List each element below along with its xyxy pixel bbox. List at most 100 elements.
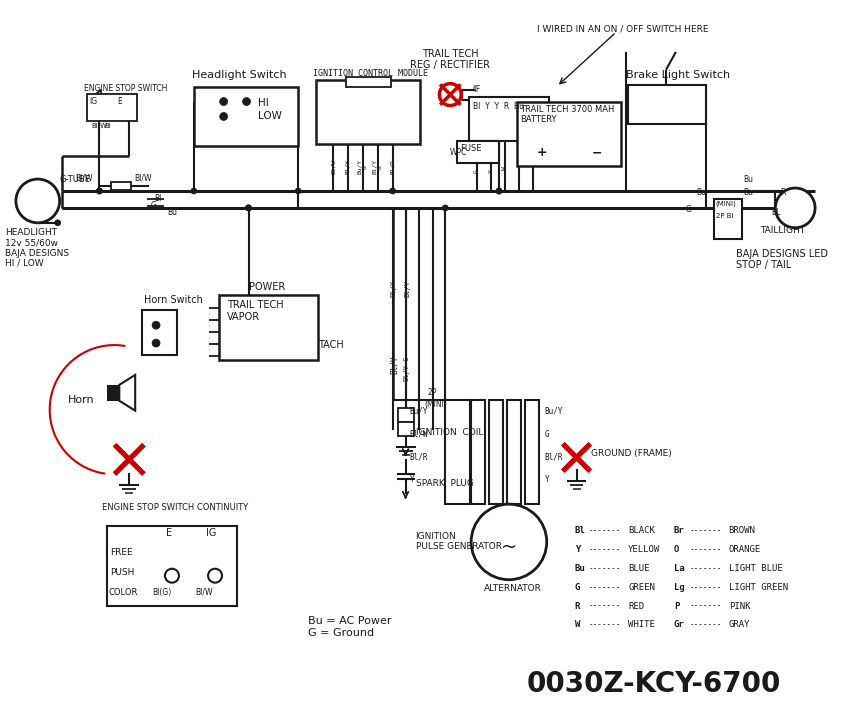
Text: −: − bbox=[591, 146, 602, 159]
Text: WHITE: WHITE bbox=[628, 621, 655, 629]
Bar bbox=[525, 400, 539, 504]
Text: Bu/Y: Bu/Y bbox=[545, 407, 563, 415]
Text: ~: ~ bbox=[500, 537, 517, 557]
Circle shape bbox=[16, 179, 60, 222]
Text: O: O bbox=[674, 545, 679, 554]
Circle shape bbox=[390, 188, 396, 194]
Circle shape bbox=[191, 188, 197, 194]
Circle shape bbox=[152, 321, 160, 329]
Bar bbox=[445, 400, 471, 504]
Text: ORANGE: ORANGE bbox=[728, 545, 761, 554]
Circle shape bbox=[220, 98, 227, 106]
Text: Brake Light Switch: Brake Light Switch bbox=[626, 70, 730, 80]
Text: FUSE: FUSE bbox=[460, 144, 482, 153]
Bar bbox=[111, 182, 131, 190]
Text: (MINI): (MINI) bbox=[716, 201, 736, 207]
Bar bbox=[471, 400, 485, 504]
Text: -------: ------- bbox=[589, 526, 621, 535]
Text: BI(G): BI(G) bbox=[152, 588, 172, 597]
Text: -------: ------- bbox=[589, 601, 621, 611]
Text: Horn: Horn bbox=[67, 395, 94, 405]
Text: Bl/Y
G: Bl/Y G bbox=[373, 159, 383, 174]
Bar bbox=[397, 422, 414, 436]
Text: BROWN: BROWN bbox=[728, 526, 756, 535]
Text: HEADLIGHT
12v 55/60w
BAJA DESIGNS
HI / LOW: HEADLIGHT 12v 55/60w BAJA DESIGNS HI / L… bbox=[5, 228, 69, 268]
Text: PINK: PINK bbox=[728, 601, 750, 611]
Text: GRAY: GRAY bbox=[728, 621, 750, 629]
Text: ALTERNATOR: ALTERNATOR bbox=[484, 584, 542, 593]
Text: BLACK: BLACK bbox=[628, 526, 655, 535]
Text: COLOR: COLOR bbox=[108, 588, 138, 597]
Text: E: E bbox=[165, 528, 172, 538]
Text: LIGHT GREEN: LIGHT GREEN bbox=[728, 582, 788, 592]
Bar bbox=[517, 102, 621, 166]
Text: IG: IG bbox=[89, 96, 98, 106]
Text: GREEN: GREEN bbox=[628, 582, 655, 592]
Text: E: E bbox=[117, 96, 122, 106]
Text: POWER: POWER bbox=[248, 282, 285, 292]
Circle shape bbox=[443, 205, 448, 211]
Text: LOW: LOW bbox=[259, 112, 283, 122]
Text: WPC: WPC bbox=[449, 148, 466, 157]
Text: Bl/Y-G: Bl/Y-G bbox=[403, 355, 409, 381]
Text: R: R bbox=[780, 188, 785, 197]
Text: (MINI): (MINI) bbox=[425, 400, 448, 409]
Text: G-TUBE: G-TUBE bbox=[60, 175, 91, 184]
Text: Bl/W: Bl/W bbox=[134, 173, 151, 182]
Bar bbox=[507, 400, 521, 504]
Bar bbox=[457, 141, 499, 163]
Text: Bu/Y: Bu/Y bbox=[409, 407, 428, 415]
Text: BAJA DESIGNS LED
STOP / TAIL: BAJA DESIGNS LED STOP / TAIL bbox=[735, 248, 827, 270]
Text: G: G bbox=[474, 169, 478, 173]
Text: Bl/Y: Bl/Y bbox=[404, 281, 410, 297]
Bar bbox=[88, 94, 137, 122]
Text: Horn Switch: Horn Switch bbox=[144, 295, 203, 305]
Text: ENGINE STOP SWITCH CONTINUITY: ENGINE STOP SWITCH CONTINUITY bbox=[102, 503, 248, 512]
Text: -------: ------- bbox=[690, 621, 722, 629]
Bar bbox=[142, 310, 177, 355]
Text: Gr: Gr bbox=[674, 621, 685, 629]
Text: Bl/W: Bl/W bbox=[91, 123, 107, 130]
Circle shape bbox=[471, 504, 546, 580]
Text: -------: ------- bbox=[589, 545, 621, 554]
Text: IGNITION  COIL: IGNITION COIL bbox=[415, 428, 483, 436]
Text: G: G bbox=[545, 430, 550, 438]
Text: Bl/R: Bl/R bbox=[409, 452, 428, 462]
Text: Bl/Y: Bl/Y bbox=[390, 355, 398, 374]
Bar bbox=[397, 408, 414, 422]
Circle shape bbox=[54, 220, 60, 226]
Text: TACH: TACH bbox=[318, 340, 344, 350]
Text: BI/W: BI/W bbox=[196, 588, 213, 597]
Text: RED: RED bbox=[628, 601, 644, 611]
Text: Bl: Bl bbox=[574, 526, 585, 535]
Text: IGNITION CONTROL MODULE: IGNITION CONTROL MODULE bbox=[313, 68, 428, 78]
Text: Bu: Bu bbox=[574, 564, 585, 573]
Text: ENGINE STOP SWITCH: ENGINE STOP SWITCH bbox=[84, 84, 168, 93]
Text: La: La bbox=[674, 564, 685, 573]
Text: TRAIL TECH 3700 MAH
BATTERY: TRAIL TECH 3700 MAH BATTERY bbox=[520, 104, 614, 124]
Text: Bl/W: Bl/W bbox=[330, 159, 335, 174]
Text: -------: ------- bbox=[589, 621, 621, 629]
Text: Bl/W: Bl/W bbox=[409, 430, 428, 438]
Text: -------: ------- bbox=[690, 582, 722, 592]
Text: -------: ------- bbox=[589, 564, 621, 573]
Text: BL: BL bbox=[771, 208, 780, 217]
Text: +: + bbox=[537, 146, 547, 159]
Text: TRAIL TECH
REG / RECTIFIER: TRAIL TECH REG / RECTIFIER bbox=[410, 49, 490, 71]
Text: SPARK  PLUG: SPARK PLUG bbox=[415, 480, 473, 488]
Text: IG: IG bbox=[207, 528, 217, 538]
Circle shape bbox=[165, 569, 179, 582]
Text: 2P Bl: 2P Bl bbox=[716, 213, 734, 219]
Text: I WIRED IN AN ON / OFF SWITCH HERE: I WIRED IN AN ON / OFF SWITCH HERE bbox=[537, 24, 708, 33]
Bar bbox=[489, 400, 503, 504]
Text: 4F: 4F bbox=[471, 84, 481, 94]
Text: IGNITION
PULSE GENERATOR: IGNITION PULSE GENERATOR bbox=[415, 532, 501, 552]
Text: G: G bbox=[686, 205, 692, 214]
Text: Bl/R: Bl/R bbox=[545, 452, 563, 462]
Bar bbox=[714, 199, 741, 239]
Circle shape bbox=[243, 98, 250, 106]
Text: R: R bbox=[574, 601, 580, 611]
Text: 2P: 2P bbox=[427, 388, 437, 397]
Text: Br: Br bbox=[674, 526, 685, 535]
Text: W: W bbox=[502, 166, 507, 170]
